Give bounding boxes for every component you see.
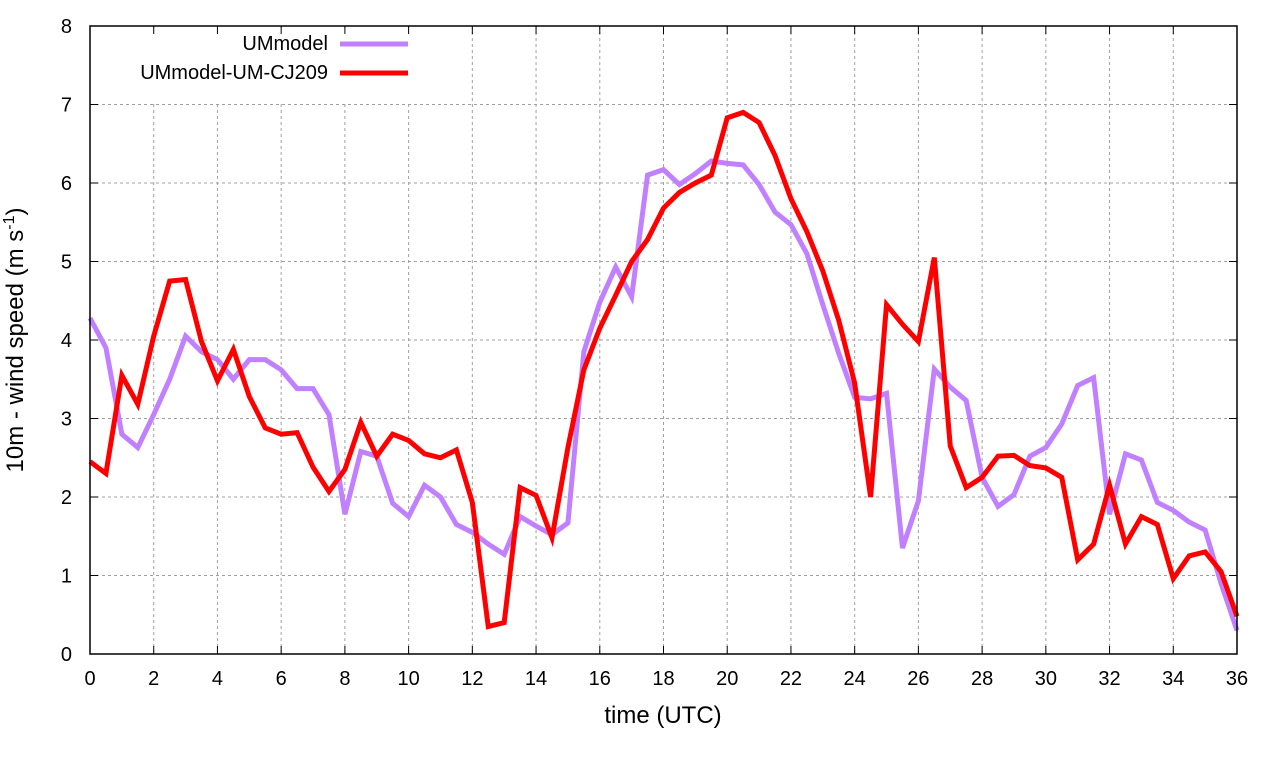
y-tick-label: 6: [61, 173, 72, 195]
legend-background: [90, 28, 420, 104]
x-tick-label: 24: [844, 668, 866, 690]
series-line-ummodel: [87, 158, 1240, 632]
x-tick-label: 14: [525, 668, 547, 690]
y-tick-label: 2: [61, 487, 72, 509]
x-tick-label: 34: [1162, 668, 1184, 690]
x-tick-label: 28: [971, 668, 993, 690]
y-axis-label: 10m - wind speed (m s-1): [1, 208, 29, 473]
x-tick-label: 12: [461, 668, 483, 690]
series-line-ummodel-um-cj209: [88, 109, 1240, 630]
grid-lines: [90, 26, 1237, 654]
axis-ticks: 0 2 4 6 8 10 12 14 16 18 20 22 24 26 28 30 32 34 360123456…: [61, 16, 1248, 690]
x-tick-label: 0: [84, 668, 95, 690]
x-tick-label: 16: [589, 668, 611, 690]
x-tick-label: 30: [1035, 668, 1057, 690]
y-tick-label: 4: [61, 330, 72, 352]
x-tick-label: 6: [276, 668, 287, 690]
legend-label-ummodel: UMmodel: [242, 33, 328, 55]
y-tick-label: 0: [61, 644, 72, 666]
y-tick-label: 8: [61, 16, 72, 38]
x-tick-label: 8: [339, 668, 350, 690]
x-tick-label: 36: [1226, 668, 1248, 690]
x-tick-label: 4: [212, 668, 223, 690]
legend: UMmodel UMmodel-UM-CJ209: [90, 28, 420, 104]
x-tick-label: 22: [780, 668, 802, 690]
x-axis-label: time (UTC): [604, 702, 721, 729]
y-tick-label: 1: [61, 566, 72, 588]
x-tick-label: 2: [148, 668, 159, 690]
x-tick-label: 10: [397, 668, 419, 690]
y-tick-label: 7: [61, 95, 72, 117]
series-lines: [87, 109, 1240, 632]
x-tick-label: 20: [716, 668, 738, 690]
x-tick-label: 26: [907, 668, 929, 690]
x-tick-label: 18: [652, 668, 674, 690]
legend-label-ummodel-um-cj209: UMmodel-UM-CJ209: [140, 62, 328, 84]
y-tick-label: 5: [61, 252, 72, 274]
y-tick-label: 3: [61, 409, 72, 431]
x-tick-label: 32: [1098, 668, 1120, 690]
